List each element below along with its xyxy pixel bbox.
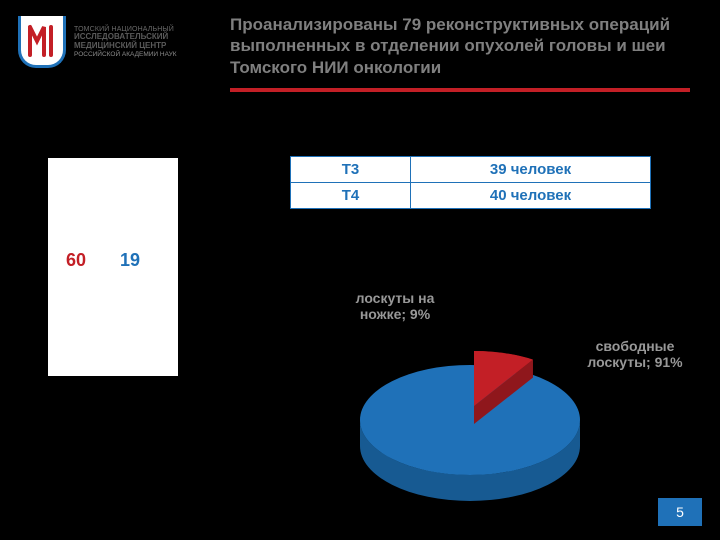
count-cell: 40 человек (411, 183, 651, 209)
slide-title: Проанализированы 79 реконструктивных опе… (230, 14, 690, 78)
pie-svg (340, 350, 600, 510)
table-row: T3 39 человек (291, 157, 651, 183)
logo-line4: РОССИЙСКОЙ АКАДЕМИИ НАУК (74, 51, 177, 58)
left-values-box: 60 19 (48, 158, 178, 376)
left-value-19: 19 (120, 250, 140, 271)
stage-cell: T3 (291, 157, 411, 183)
table-row: T4 40 человек (291, 183, 651, 209)
title-underline (230, 88, 690, 92)
org-logo: ТОМСКИЙ НАЦИОНАЛЬНЫЙ ИССЛЕДОВАТЕЛЬСКИЙ М… (18, 16, 177, 68)
logo-mark-icon (18, 16, 66, 68)
logo-text: ТОМСКИЙ НАЦИОНАЛЬНЫЙ ИССЛЕДОВАТЕЛЬСКИЙ М… (74, 26, 177, 58)
count-cell: 39 человек (411, 157, 651, 183)
left-value-60: 60 (66, 250, 86, 271)
flap-pie-chart: лоскуты на ножке; 9% свободные лоскуты; … (280, 290, 680, 510)
stage-table: T3 39 человек T4 40 человек (290, 156, 651, 209)
pie-label-pedicled: лоскуты на ножке; 9% (340, 290, 450, 322)
page-number: 5 (658, 498, 702, 526)
logo-line3: МЕДИЦИНСКИЙ ЦЕНТР (74, 42, 177, 51)
stage-cell: T4 (291, 183, 411, 209)
